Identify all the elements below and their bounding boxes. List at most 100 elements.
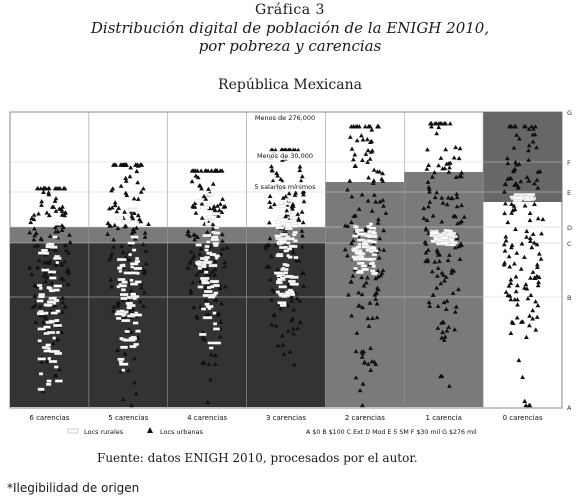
urban-point [511, 203, 517, 208]
rural-point [36, 312, 45, 316]
urban-point [212, 361, 218, 366]
urban-point [200, 360, 205, 365]
urban-point [287, 349, 293, 354]
urban-point [427, 303, 433, 308]
urban-point [508, 330, 514, 335]
urban-point [297, 319, 303, 324]
urban-point [132, 210, 137, 215]
urban-point [533, 124, 538, 129]
chart-annotation: Menos de 276,000 [255, 114, 315, 122]
urban-point [531, 240, 537, 245]
urban-point [222, 284, 228, 289]
urban-point [451, 268, 457, 273]
urban-point [374, 315, 380, 320]
urban-point [513, 226, 518, 231]
urban-point [60, 295, 66, 300]
urban-point [293, 258, 299, 263]
urban-point [528, 292, 534, 297]
rural-point [37, 357, 46, 361]
urban-point [50, 204, 55, 209]
urban-point [514, 250, 520, 255]
rural-point [49, 276, 57, 280]
urban-point [127, 174, 133, 179]
urban-point [444, 202, 450, 207]
rural-point [126, 296, 133, 299]
rural-point [277, 301, 287, 305]
urban-point [506, 254, 512, 259]
rural-point [130, 292, 137, 296]
urban-point [505, 219, 511, 225]
rural-point [123, 271, 133, 275]
rural-point [212, 212, 221, 216]
urban-point [41, 186, 47, 191]
urban-point [501, 242, 507, 247]
rural-point [202, 294, 212, 297]
rural-point [123, 311, 127, 315]
urban-point [378, 273, 384, 278]
urban-point [53, 372, 59, 377]
urban-point [421, 215, 427, 221]
urban-point [216, 311, 222, 316]
rural-point [290, 293, 296, 296]
rural-point [279, 303, 287, 307]
urban-point [447, 121, 453, 126]
rural-point [283, 271, 289, 275]
urban-point [52, 247, 58, 252]
rural-point [119, 309, 125, 313]
rural-point [277, 204, 287, 208]
urban-point [451, 213, 457, 218]
urban-point [138, 189, 144, 194]
rural-point [357, 261, 365, 265]
rural-point [213, 322, 218, 326]
urban-point [290, 316, 296, 321]
urban-point [424, 166, 430, 171]
urban-point [138, 219, 144, 224]
rural-point [128, 208, 138, 212]
rural-point [121, 288, 126, 292]
rural-point [213, 231, 221, 235]
rural-point [290, 222, 298, 226]
urban-point [432, 170, 437, 175]
urban-point [365, 198, 371, 203]
urban-point [209, 168, 214, 173]
urban-point [539, 231, 544, 236]
urban-point [527, 210, 533, 215]
rural-point [206, 305, 214, 309]
rural-point [47, 357, 52, 361]
urban-point [528, 275, 533, 280]
urban-point [522, 398, 528, 403]
rural-point [275, 226, 284, 230]
rural-point [279, 245, 288, 249]
urban-point [32, 233, 38, 238]
urban-point [118, 369, 124, 374]
rural-point [132, 296, 137, 300]
rural-point [135, 329, 141, 333]
urban-point [217, 285, 223, 290]
urban-point [526, 143, 532, 148]
urban-point [198, 183, 203, 188]
rural-point [357, 232, 367, 236]
rural-point [288, 279, 296, 283]
urban-point [113, 162, 119, 167]
urban-point [278, 176, 284, 181]
urban-point [505, 176, 511, 181]
urban-point [439, 219, 445, 224]
urban-point [300, 220, 306, 225]
urban-point [502, 260, 507, 265]
urban-point [354, 138, 360, 143]
rural-point [48, 360, 58, 363]
rural-point [128, 337, 138, 340]
urban-point [290, 203, 296, 208]
background-band-3-0 [246, 243, 326, 407]
urban-point [210, 226, 216, 232]
urban-point [456, 286, 461, 292]
urban-point [373, 296, 378, 301]
rural-point [292, 231, 298, 234]
urban-point [119, 243, 125, 249]
rural-point [46, 286, 52, 290]
urban-point [199, 215, 205, 220]
urban-point [299, 244, 305, 249]
urban-point [299, 228, 305, 233]
urban-point [518, 319, 524, 324]
urban-point [53, 208, 59, 213]
